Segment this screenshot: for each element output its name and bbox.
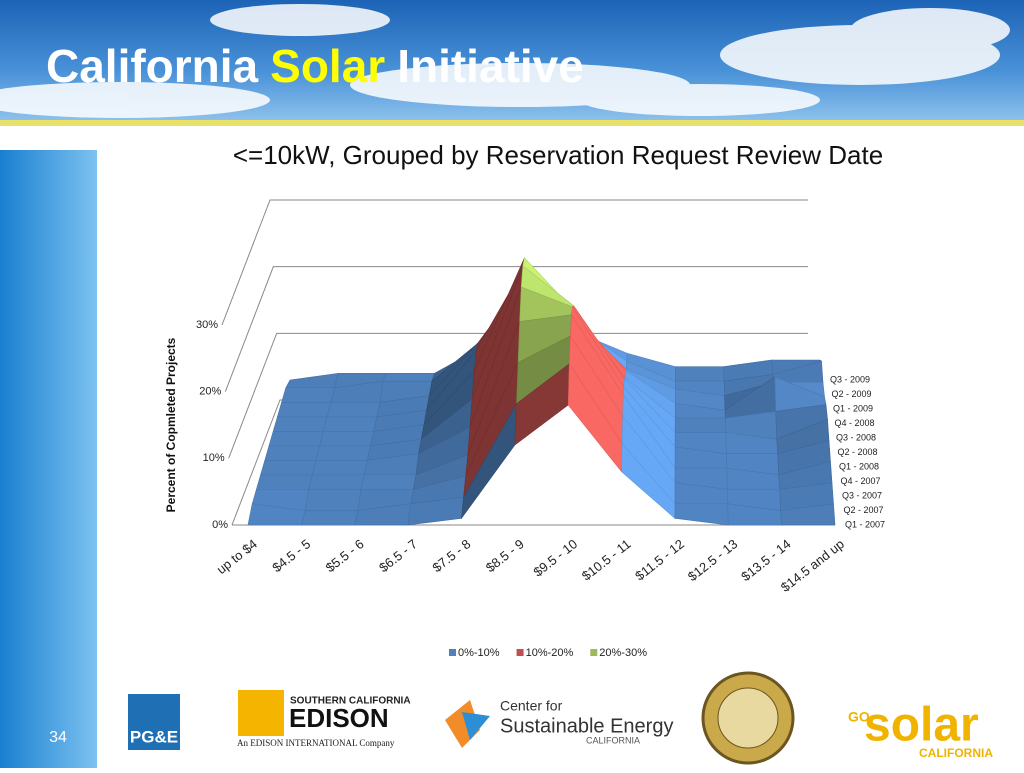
x-tick-label: $11.5 - 12 [632, 536, 687, 583]
pge-text: PG&E [130, 727, 178, 746]
slide-title: California Solar Initiative [46, 40, 584, 92]
cse-sub: CALIFORNIA [586, 735, 640, 745]
go-text: GO [848, 709, 870, 725]
depth-label: Q2 - 2009 [832, 389, 872, 399]
depth-label: Q4 - 2007 [841, 476, 881, 486]
surface-cell [300, 510, 359, 526]
sce-logo: SOUTHERN CALIFORNIA EDISON An EDISON INT… [237, 690, 411, 748]
surface-cell [268, 431, 324, 447]
pge-logo: PG&E [128, 694, 180, 750]
depth-label: Q1 - 2008 [839, 461, 879, 471]
surface-cell [277, 402, 332, 418]
surface-cell [780, 503, 836, 526]
y-axis-label: Percent of Copmleted Projects [164, 337, 178, 512]
surface-cell [674, 417, 727, 433]
solar-sub: CALIFORNIA [919, 746, 993, 760]
legend-swatch [590, 649, 598, 656]
sce-top: SOUTHERN CALIFORNIA [290, 696, 411, 707]
x-tick-label: up to $4 [214, 536, 260, 577]
depth-label: Q4 - 2008 [835, 418, 875, 428]
cpuc-seal [701, 671, 795, 765]
surface-cell [674, 503, 729, 526]
surface-cell [675, 366, 725, 382]
side-bar [0, 150, 97, 768]
surface-cell [315, 445, 371, 461]
x-tick-label: $10.5 - 11 [579, 536, 634, 583]
surface-cell [312, 460, 368, 476]
solar-text: solar [864, 699, 979, 752]
grid-line [221, 199, 808, 326]
sce-name: EDISON [289, 703, 389, 733]
x-tick-label: $9.5 - 10 [530, 536, 580, 579]
surface-cell [260, 460, 317, 476]
surface-cell [323, 416, 378, 432]
depth-label: Q3 - 2007 [842, 490, 882, 500]
cse-top: Center for [500, 698, 563, 714]
clouds [0, 4, 1010, 118]
surface-cell [360, 474, 417, 490]
surface-cell [285, 372, 339, 389]
x-tick-label: $4.5 - 5 [269, 536, 313, 575]
y-tick-label: 20% [199, 386, 221, 398]
surface-cell [256, 474, 313, 490]
x-tick-label: $5.5 - 6 [323, 536, 367, 575]
surface-cell [326, 402, 381, 418]
surface-cell [264, 445, 321, 461]
depth-label: Q1 - 2007 [845, 519, 885, 529]
legend-swatch [516, 649, 524, 656]
y-tick-label: 30% [196, 319, 218, 331]
surface-cell [304, 489, 362, 511]
depth-label: Q2 - 2008 [838, 447, 878, 457]
x-tick-label: $8.5 - 9 [483, 536, 527, 575]
grid-line [224, 266, 808, 392]
surface-cell [382, 373, 435, 382]
cse-logo: Center for Sustainable Energy CALIFORNIA [445, 698, 673, 748]
page-number: 34 [49, 729, 67, 746]
surface-cell [281, 387, 335, 403]
chart-plot: 0% 10% 20% 30% Q1 - 2007 Q2 - 2007 Q3 - 2007 Q4… [196, 199, 885, 595]
legend-swatch [449, 649, 456, 656]
header-rule [0, 120, 1024, 126]
cse-name: Sustainable Energy [500, 715, 673, 737]
x-tick-label: $12.5 - 13 [685, 536, 740, 584]
depth-label: Q1 - 2009 [833, 403, 873, 413]
y-tick-label: 0% [212, 519, 228, 531]
surface-cell [308, 474, 365, 490]
legend: 0%-10% 10%-20% 20%-30% [449, 647, 647, 659]
x-tick-label: $6.5 - 7 [376, 536, 420, 575]
legend-label: 0%-10% [458, 647, 500, 659]
depth-label: Q3 - 2008 [836, 432, 876, 442]
grid-line [228, 332, 808, 459]
gosolar-logo: GO solar CALIFORNIA [848, 699, 993, 761]
surface-cell [272, 416, 328, 432]
chart-title: <=10kW, Grouped by Reservation Request R… [233, 140, 883, 170]
legend-label: 10%-20% [526, 647, 574, 659]
sce-sub: An EDISON INTERNATIONAL Company [237, 738, 395, 748]
y-tick-label: 10% [203, 452, 225, 464]
depth-label: Q2 - 2007 [844, 505, 884, 515]
depth-label: Q3 - 2009 [830, 374, 870, 384]
x-tick-label: $7.5 - 8 [429, 536, 473, 575]
surface-cell [319, 431, 375, 447]
legend-label: 20%-30% [599, 647, 647, 659]
